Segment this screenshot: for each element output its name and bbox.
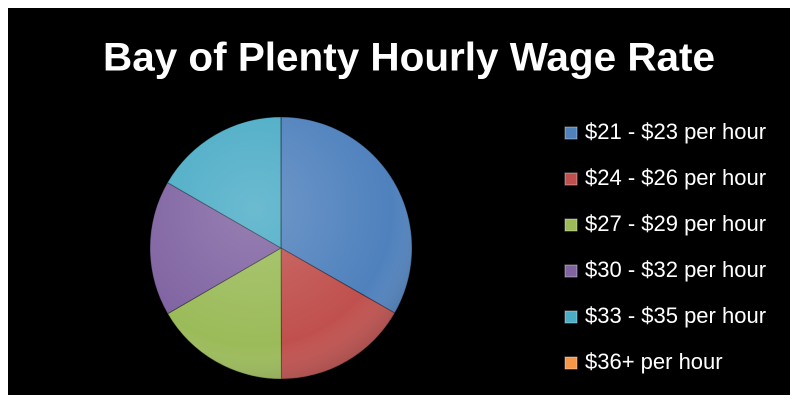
legend-swatch bbox=[564, 264, 578, 278]
legend-text: $27 - $29 per hour bbox=[585, 211, 766, 236]
legend-swatch bbox=[564, 172, 578, 186]
legend-text: $30 - $32 per hour bbox=[585, 257, 766, 282]
legend-swatch bbox=[564, 356, 578, 370]
legend-text: $21 - $23 per hour bbox=[585, 119, 766, 144]
legend-text: $33 - $35 per hour bbox=[585, 303, 766, 328]
legend-text: $24 - $26 per hour bbox=[585, 165, 766, 190]
legend-swatch bbox=[564, 218, 578, 232]
chart-title: Bay of Plenty Hourly Wage Rate bbox=[103, 36, 715, 80]
legend-swatch bbox=[564, 310, 578, 324]
legend-text: $36+ per hour bbox=[585, 349, 723, 374]
legend-swatch bbox=[564, 126, 578, 140]
